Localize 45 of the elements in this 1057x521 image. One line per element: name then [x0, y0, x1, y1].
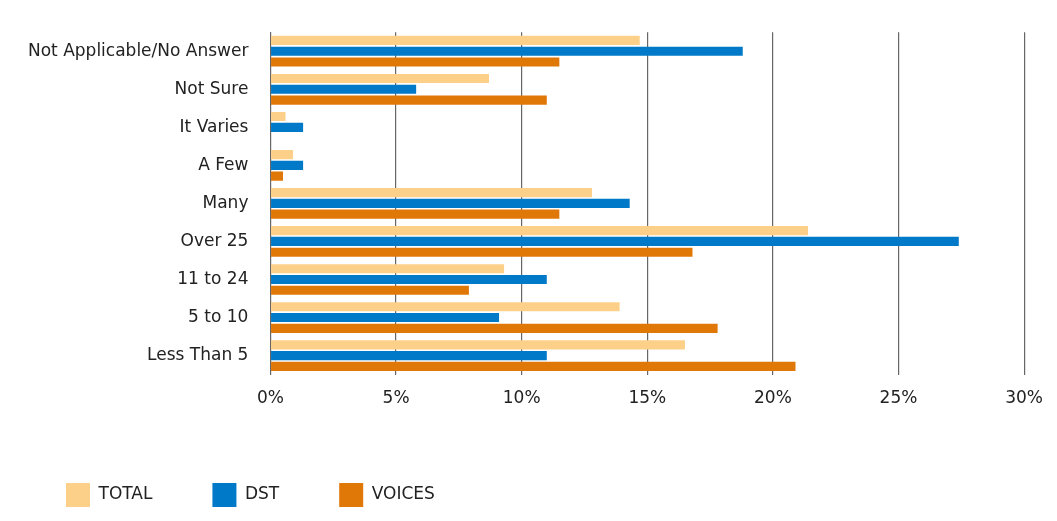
bar	[271, 95, 547, 105]
y-tick-label: Over 25	[180, 229, 249, 250]
y-tick-label: Not Sure	[174, 77, 249, 98]
bar	[271, 35, 640, 46]
bar	[271, 84, 417, 94]
bar	[271, 111, 286, 122]
x-tick-label: 5%	[382, 387, 410, 408]
bar	[271, 247, 693, 257]
bar	[271, 226, 809, 236]
bar	[271, 236, 959, 247]
bar	[271, 57, 560, 67]
y-tick-label: 5 to 10	[188, 305, 249, 326]
bar	[271, 302, 620, 312]
x-tick-label: 15%	[628, 387, 667, 408]
bar	[271, 198, 630, 208]
bar	[271, 361, 796, 371]
x-tick-label: 0%	[256, 387, 284, 408]
y-tick-label: Not Applicable/No Answer	[27, 39, 249, 60]
y-tick-label: 11 to 24	[177, 267, 249, 288]
bar	[271, 323, 718, 333]
bar	[271, 73, 490, 84]
y-tick-label: Less Than 5	[147, 344, 249, 364]
bar	[271, 160, 304, 170]
y-tick-label: A Few	[198, 153, 249, 174]
bar	[271, 351, 547, 361]
legend-label: VOICES	[371, 483, 435, 504]
x-tick-label: 30%	[1005, 387, 1044, 408]
bar	[271, 171, 284, 181]
bar	[271, 150, 294, 160]
bar	[271, 340, 685, 350]
bar	[271, 312, 500, 323]
x-tick-label: 25%	[879, 387, 918, 408]
bar	[271, 122, 304, 132]
y-tick-label: It Varies	[179, 115, 249, 136]
bar	[271, 209, 560, 219]
legend-label: DST	[244, 483, 280, 504]
bar	[271, 285, 469, 295]
bar	[271, 46, 743, 56]
x-tick-label: 10%	[502, 387, 541, 408]
y-tick-label: Many	[202, 191, 249, 212]
bar	[271, 188, 593, 198]
legend-label: TOTAL	[97, 483, 153, 504]
x-tick-label: 20%	[753, 387, 792, 408]
bar	[271, 274, 547, 285]
bar	[271, 264, 505, 274]
